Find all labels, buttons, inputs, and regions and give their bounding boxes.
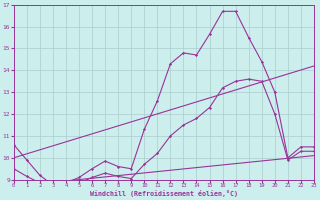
X-axis label: Windchill (Refroidissement éolien,°C): Windchill (Refroidissement éolien,°C) bbox=[90, 190, 238, 197]
